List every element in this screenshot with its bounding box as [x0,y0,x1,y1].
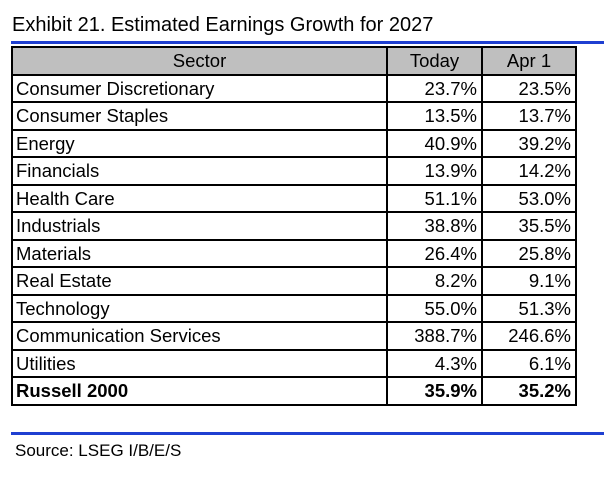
today-value: 38.8% [386,211,483,241]
header-sector: Sector [11,46,388,76]
today-value: 40.9% [386,128,483,158]
sector-name: Financials [11,156,388,186]
header-apr-1: Apr 1 [481,46,577,76]
sector-name: Consumer Discretionary [11,73,388,103]
apr-1-value: 9.1% [481,266,577,296]
today-value: 8.2% [386,266,483,296]
title-rule [11,41,604,44]
apr-1-value: 6.1% [481,348,577,378]
earnings-growth-table-container: Sector Today Apr 1 Consumer Discretionar… [11,46,577,406]
source-note: Source: LSEG I/B/E/S [15,441,182,460]
apr-1-value: 23.5% [481,73,577,103]
total-label: Russell 2000 [11,376,388,406]
table-row: Communication Services 388.7% 246.6% [11,321,577,351]
sector-name: Utilities [11,348,388,378]
sector-name: Energy [11,128,388,158]
today-value: 23.7% [386,73,483,103]
total-today-value: 35.9% [386,376,483,406]
table-row: Health Care 51.1% 53.0% [11,183,577,213]
today-value: 388.7% [386,321,483,351]
header-today: Today [386,46,483,76]
today-value: 13.5% [386,101,483,131]
earnings-growth-table: Sector Today Apr 1 Consumer Discretionar… [11,46,577,406]
apr-1-value: 51.3% [481,293,577,323]
sector-name: Industrials [11,211,388,241]
today-value: 51.1% [386,183,483,213]
sector-name: Health Care [11,183,388,213]
total-row: Russell 2000 35.9% 35.2% [11,376,577,406]
sector-name: Materials [11,238,388,268]
table-row: Industrials 38.8% 35.5% [11,211,577,241]
table-row: Utilities 4.3% 6.1% [11,348,577,378]
table-header-row: Sector Today Apr 1 [11,46,577,76]
exhibit-title: Exhibit 21. Estimated Earnings Growth fo… [12,14,434,36]
apr-1-value: 35.5% [481,211,577,241]
apr-1-value: 13.7% [481,101,577,131]
today-value: 55.0% [386,293,483,323]
today-value: 13.9% [386,156,483,186]
today-value: 26.4% [386,238,483,268]
today-value: 4.3% [386,348,483,378]
sector-name: Technology [11,293,388,323]
apr-1-value: 25.8% [481,238,577,268]
table-row: Materials 26.4% 25.8% [11,238,577,268]
table-row: Real Estate 8.2% 9.1% [11,266,577,296]
sector-name: Real Estate [11,266,388,296]
apr-1-value: 246.6% [481,321,577,351]
sector-name: Communication Services [11,321,388,351]
table-row: Energy 40.9% 39.2% [11,128,577,158]
table-row: Technology 55.0% 51.3% [11,293,577,323]
table-row: Financials 13.9% 14.2% [11,156,577,186]
apr-1-value: 39.2% [481,128,577,158]
apr-1-value: 14.2% [481,156,577,186]
table-row: Consumer Discretionary 23.7% 23.5% [11,73,577,103]
total-apr-1-value: 35.2% [481,376,577,406]
sector-name: Consumer Staples [11,101,388,131]
table-row: Consumer Staples 13.5% 13.7% [11,101,577,131]
footer-rule [11,432,604,435]
apr-1-value: 53.0% [481,183,577,213]
